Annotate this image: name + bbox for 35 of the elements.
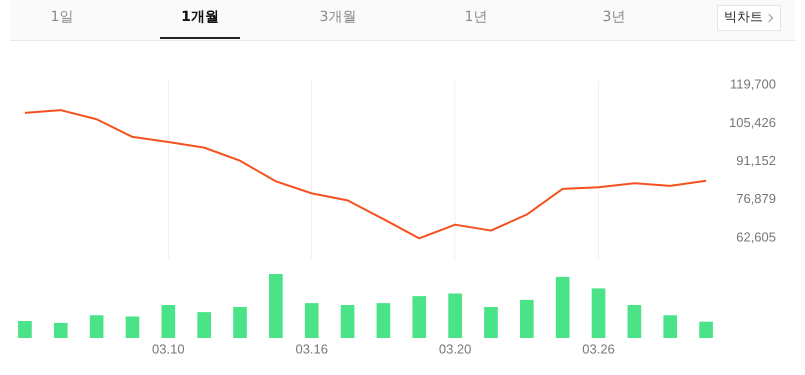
y-tick-label: 62,605 <box>736 229 776 244</box>
x-tick-label: 03.16 <box>295 342 328 357</box>
text: 1년 <box>464 8 488 27</box>
bar <box>484 306 498 338</box>
bar <box>233 306 247 338</box>
y-tick-label: 105,426 <box>729 114 776 130</box>
bar <box>412 296 426 338</box>
text: 빅차트 <box>717 5 781 31</box>
text: 3년 <box>602 8 626 27</box>
text: 3개월 <box>318 8 358 27</box>
y-tick-label: 76,879 <box>736 191 776 206</box>
bar <box>520 300 534 338</box>
y-tick-label: 119,700 <box>730 76 776 92</box>
bar <box>376 303 390 338</box>
bar <box>340 305 354 338</box>
y-tick-label: 91,152 <box>736 152 776 168</box>
bar <box>663 315 678 338</box>
text: 1일 <box>50 8 74 27</box>
bar <box>448 294 462 338</box>
bar <box>126 316 140 338</box>
x-tick-label: 03.20 <box>438 342 472 357</box>
bar <box>556 276 570 338</box>
x-tick-label: 03.10 <box>152 342 185 357</box>
bar <box>269 274 283 338</box>
bar <box>197 312 212 338</box>
bar <box>699 322 713 338</box>
bar <box>161 305 176 338</box>
bar <box>90 315 104 338</box>
bar <box>18 321 32 338</box>
x-tick-label: 03.26 <box>582 342 615 357</box>
bar <box>628 305 642 338</box>
bar <box>592 288 606 338</box>
bar <box>54 322 68 338</box>
bar <box>304 303 319 338</box>
text: 1개월 <box>160 8 240 39</box>
